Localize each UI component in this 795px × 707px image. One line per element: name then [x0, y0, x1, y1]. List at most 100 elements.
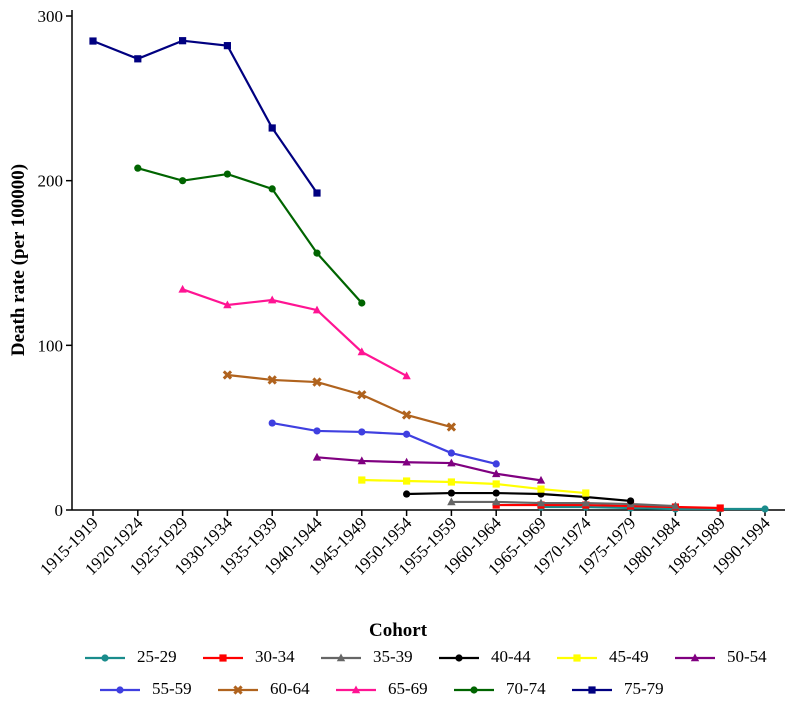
data-point: [357, 390, 367, 400]
data-point: [134, 164, 142, 172]
data-point: [268, 419, 276, 427]
legend-item: 60-64: [218, 679, 310, 698]
data-point: [492, 497, 501, 506]
legend-marker: [573, 654, 581, 662]
data-point: [447, 478, 455, 486]
data-point: [403, 477, 411, 485]
series-line: [541, 505, 765, 511]
data-point: [134, 55, 142, 63]
legend-marker: [588, 686, 596, 694]
legend-item: 55-59: [100, 679, 192, 698]
data-point: [268, 185, 276, 193]
y-tick-label: 200: [38, 172, 64, 191]
data-point: [313, 189, 321, 197]
data-point: [267, 375, 277, 385]
series-line: [316, 456, 542, 482]
legend-item: 45-49: [557, 647, 649, 666]
data-point: [492, 489, 500, 497]
legend-label: 65-69: [388, 679, 428, 698]
legend-marker: [219, 654, 227, 662]
legend-marker: [101, 654, 109, 662]
legend-marker: [470, 686, 478, 694]
data-point: [447, 449, 455, 457]
data-point: [492, 480, 500, 488]
data-point: [358, 428, 366, 436]
data-point: [582, 489, 590, 497]
series-line: [361, 478, 586, 495]
data-point: [761, 505, 769, 513]
data-point: [223, 300, 232, 309]
data-point: [179, 37, 187, 45]
legend-marker: [455, 654, 463, 662]
data-point: [358, 299, 366, 307]
data-point: [358, 476, 366, 484]
legend-label: 35-39: [373, 647, 413, 666]
series-line: [227, 373, 452, 429]
legend-label: 55-59: [152, 679, 192, 698]
legend-label: 60-64: [270, 679, 310, 698]
legend-item: 40-44: [439, 647, 531, 666]
legend-label: 50-54: [727, 647, 767, 666]
data-point: [716, 504, 724, 512]
legend-label: 40-44: [491, 647, 531, 666]
series-line: [272, 421, 497, 465]
legend-marker: [690, 653, 700, 662]
legend-marker: [336, 653, 346, 662]
data-point: [312, 305, 322, 314]
data-point: [312, 452, 322, 461]
series-line: [496, 503, 721, 510]
data-point: [357, 456, 366, 465]
y-tick-label: 0: [55, 501, 64, 520]
data-point: [447, 489, 455, 497]
legend-label: 25-29: [137, 647, 177, 666]
data-point: [446, 422, 457, 432]
legend-item: 75-79: [572, 679, 664, 698]
legend-marker: [233, 685, 243, 695]
data-point: [401, 410, 412, 420]
data-point: [268, 295, 277, 304]
data-point: [313, 249, 321, 257]
series-line: [451, 500, 676, 508]
data-point: [223, 170, 231, 178]
data-point: [581, 498, 590, 507]
data-point: [403, 490, 411, 498]
data-point: [222, 370, 233, 380]
data-point: [268, 124, 276, 132]
legend-label: 70-74: [506, 679, 546, 698]
data-point: [89, 37, 97, 45]
data-point: [447, 458, 456, 467]
series-line: [406, 491, 631, 503]
data-point: [671, 501, 680, 510]
data-point: [357, 347, 366, 356]
data-point: [179, 177, 187, 185]
legend-label: 30-34: [255, 647, 295, 666]
legend-marker: [351, 685, 361, 694]
legend-item: 65-69: [336, 679, 428, 698]
data-point: [627, 497, 635, 505]
legend-item: 50-54: [675, 647, 767, 666]
data-point: [402, 457, 411, 466]
data-point: [403, 430, 411, 438]
data-point: [402, 371, 411, 380]
series-line: [137, 167, 363, 304]
data-point: [492, 469, 501, 478]
legend-item: 30-34: [203, 647, 295, 666]
legend-item: 25-29: [85, 647, 177, 666]
data-point: [537, 485, 545, 493]
legend-item: 35-39: [321, 647, 413, 666]
y-axis-title: Death rate (per 100000): [8, 164, 29, 356]
data-point: [178, 284, 187, 293]
legend-item: 70-74: [454, 679, 546, 698]
legend-marker: [116, 686, 124, 694]
data-point: [447, 497, 456, 506]
data-point: [536, 475, 546, 484]
legend-label: 75-79: [624, 679, 664, 698]
x-axis-title: Cohort: [369, 620, 428, 641]
data-point: [492, 460, 500, 468]
series-line: [182, 288, 408, 377]
data-point: [313, 427, 321, 435]
series-line: [92, 39, 318, 194]
y-tick-label: 100: [38, 336, 64, 355]
data-point: [312, 377, 322, 387]
